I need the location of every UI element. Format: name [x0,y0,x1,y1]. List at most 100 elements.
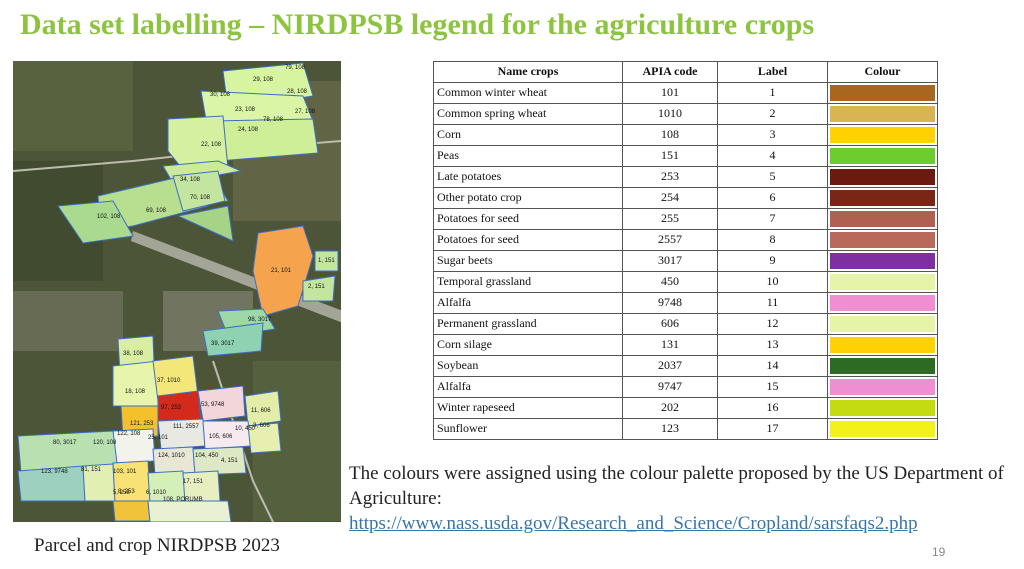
label-cell: 11 [717,291,828,314]
colour-cell [827,228,938,251]
svg-text:29, 108: 29, 108 [253,77,274,83]
crop-name-cell: Sugar beets [433,249,623,272]
colour-swatch [830,420,935,437]
palette-note-text: The colours were assigned using the colo… [349,463,1004,509]
table-row: Common spring wheat 1010 2 [433,102,938,125]
apia-code-cell: 108 [622,123,718,146]
crop-name-cell: Common winter wheat [433,81,623,104]
colour-swatch [830,399,935,416]
colour-cell [827,81,938,104]
colour-cell [827,312,938,335]
svg-text:98, 3017: 98, 3017 [248,317,272,323]
label-cell: 4 [717,144,828,167]
svg-text:8, 253: 8, 253 [118,489,135,495]
header-name-crops: Name crops [433,61,623,83]
apia-code-cell: 450 [622,270,718,293]
svg-text:80, 3017: 80, 3017 [53,440,77,446]
apia-code-cell: 2557 [622,228,718,251]
svg-text:6, 1010: 6, 1010 [146,490,167,496]
crop-name-cell: Common spring wheat [433,102,623,125]
apia-code-cell: 253 [622,165,718,188]
crop-name-cell: Winter rapeseed [433,396,623,419]
table-header-row: Name crops APIA code Label Colour [433,61,938,83]
svg-text:10, 450: 10, 450 [235,426,256,432]
svg-text:70, 108: 70, 108 [190,195,211,201]
crop-name-cell: Peas [433,144,623,167]
table-row: Soybean 2037 14 [433,354,938,377]
svg-text:30, 108: 30, 108 [210,92,231,98]
apia-code-cell: 9748 [622,291,718,314]
parcel-map-graphic: 79, 108 29, 108 28, 108 30, 108 23, 108 … [13,61,341,522]
table-row: Potatoes for seed 2557 8 [433,228,938,251]
colour-cell [827,417,938,440]
svg-text:3, 606: 3, 606 [253,423,270,429]
colour-swatch [830,231,935,248]
crop-name-cell: Temporal grassland [433,270,623,293]
apia-code-cell: 202 [622,396,718,419]
table-row: Other potato crop 254 6 [433,186,938,209]
svg-text:25, 101: 25, 101 [148,435,169,441]
crop-name-cell: Potatoes for seed [433,207,623,230]
label-cell: 15 [717,375,828,398]
map-caption: Parcel and crop NIRDPSB 2023 [34,535,280,556]
svg-text:21, 101: 21, 101 [271,268,292,274]
usda-link[interactable]: https://www.nass.usda.gov/Research_and_S… [349,513,918,534]
svg-text:97, 253: 97, 253 [161,405,182,411]
svg-text:108, PORUMB: 108, PORUMB [163,497,203,503]
crop-name-cell: Alfalfa [433,375,623,398]
apia-code-cell: 2037 [622,354,718,377]
crop-name-cell: Other potato crop [433,186,623,209]
colour-swatch [830,126,935,143]
colour-cell [827,270,938,293]
apia-code-cell: 254 [622,186,718,209]
svg-text:11, 606: 11, 606 [251,408,271,414]
svg-text:103, 101: 103, 101 [113,469,137,475]
colour-swatch [830,189,935,206]
svg-text:53, 9748: 53, 9748 [201,402,225,408]
crop-name-cell: Sunflower [433,417,623,440]
apia-code-cell: 3017 [622,249,718,272]
apia-code-cell: 123 [622,417,718,440]
colour-cell [827,333,938,356]
colour-swatch [830,357,935,374]
colour-swatch [830,378,935,395]
crop-name-cell: Alfalfa [433,291,623,314]
table-row: Corn 108 3 [433,123,938,146]
svg-text:105, 606: 105, 606 [209,434,233,440]
table-row: Corn silage 131 13 [433,333,938,356]
svg-text:5, 258: 5, 258 [113,490,130,496]
apia-code-cell: 101 [622,81,718,104]
svg-text:122, 108: 122, 108 [117,431,141,437]
svg-text:121, 253: 121, 253 [130,421,154,427]
svg-text:120, 108: 120, 108 [93,440,117,446]
colour-cell [827,291,938,314]
table-row: Alfalfa 9748 11 [433,291,938,314]
svg-text:78, 108: 78, 108 [263,117,284,123]
apia-code-cell: 606 [622,312,718,335]
slide-title: Data set labelling – NIRDPSB legend for … [20,8,815,41]
table-row: Late potatoes 253 5 [433,165,938,188]
label-cell: 13 [717,333,828,356]
colour-cell [827,207,938,230]
page-number: 19 [932,545,946,559]
crop-name-cell: Soybean [433,354,623,377]
apia-code-cell: 151 [622,144,718,167]
svg-text:37, 1010: 37, 1010 [157,378,181,384]
svg-text:39, 3017: 39, 3017 [211,341,235,347]
colour-swatch [830,105,935,122]
table-row: Peas 151 4 [433,144,938,167]
colour-swatch [830,252,935,269]
label-cell: 16 [717,396,828,419]
colour-cell [827,144,938,167]
colour-swatch [830,84,935,101]
svg-text:23, 108: 23, 108 [235,107,256,113]
colour-swatch [830,294,935,311]
svg-text:81, 151: 81, 151 [81,467,102,473]
colour-cell [827,123,938,146]
table-row: Sunflower 123 17 [433,417,938,440]
colour-swatch [830,273,935,290]
header-apia-code: APIA code [622,61,718,83]
table-row: Common winter wheat 101 1 [433,81,938,104]
svg-text:102, 108: 102, 108 [97,214,121,220]
colour-cell [827,354,938,377]
